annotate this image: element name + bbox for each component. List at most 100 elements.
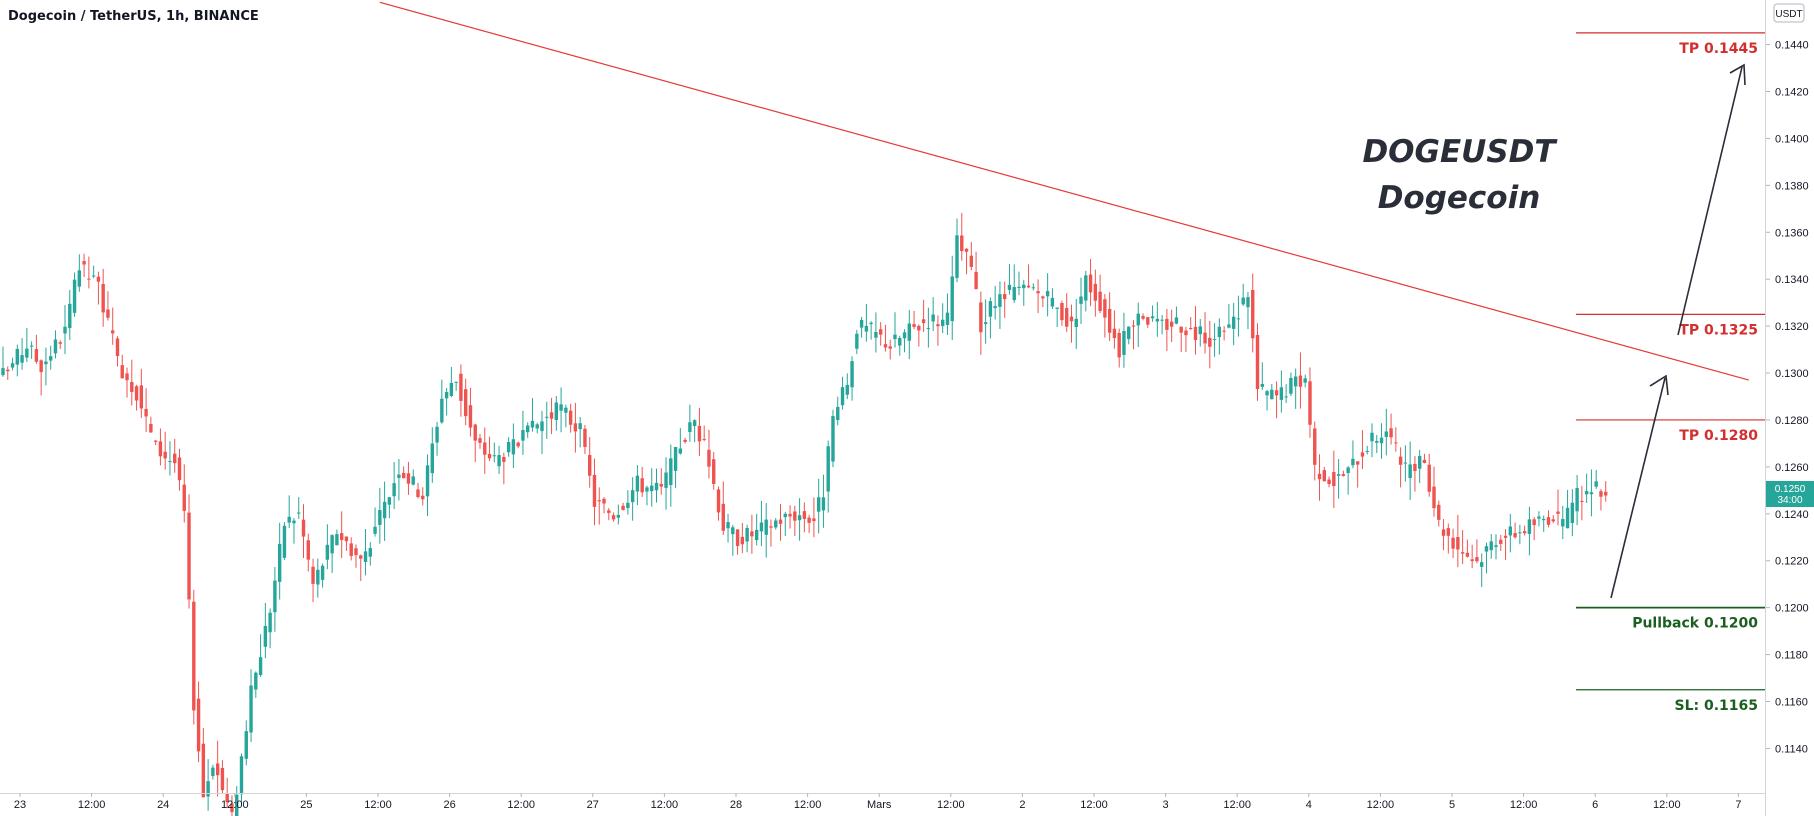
candle-body bbox=[797, 515, 802, 521]
candle bbox=[44, 347, 48, 386]
level-3[interactable]: Pullback 0.1200 bbox=[1576, 606, 1765, 632]
candle bbox=[211, 764, 215, 780]
level-2[interactable]: TP 0.1280 bbox=[1576, 419, 1765, 444]
arrow-up-to-tp1-head bbox=[1649, 374, 1669, 396]
candle-body bbox=[793, 511, 797, 521]
price-axis[interactable]: USDT 0.1440 0.1420 0.1400 0.1380 0.1360 0.134… bbox=[1765, 0, 1814, 816]
candle-body bbox=[1403, 462, 1408, 464]
candle bbox=[993, 285, 997, 320]
candle-body bbox=[1584, 491, 1589, 495]
candle-body bbox=[888, 346, 892, 349]
candle bbox=[478, 433, 482, 449]
candle-body bbox=[945, 312, 950, 325]
candle bbox=[1265, 389, 1269, 411]
candle-body bbox=[1179, 326, 1183, 333]
candle-body bbox=[29, 345, 34, 347]
candle bbox=[831, 409, 835, 468]
candle-body bbox=[149, 423, 153, 433]
candle bbox=[49, 345, 53, 370]
candle-body bbox=[254, 672, 258, 690]
candle-body bbox=[1460, 552, 1465, 554]
candle-body bbox=[836, 406, 840, 421]
candle-body bbox=[1332, 472, 1336, 487]
candle bbox=[1193, 306, 1198, 355]
candle bbox=[1103, 294, 1107, 338]
currency-unit-box[interactable]: USDT bbox=[1773, 3, 1805, 23]
candle bbox=[1408, 441, 1412, 501]
candle-body bbox=[263, 626, 268, 647]
candle bbox=[1422, 453, 1427, 464]
candle bbox=[120, 354, 124, 379]
candle bbox=[63, 305, 67, 355]
currency-unit: USDT bbox=[1775, 9, 1802, 20]
candle-body bbox=[1317, 473, 1322, 480]
candle-body bbox=[211, 767, 215, 776]
candle bbox=[511, 423, 516, 469]
candle-body bbox=[983, 322, 988, 325]
candle-body bbox=[273, 580, 277, 613]
candle bbox=[1480, 553, 1484, 587]
candle-body bbox=[268, 612, 272, 633]
candle-body bbox=[1456, 536, 1460, 550]
candle-body bbox=[917, 325, 921, 331]
candle-body bbox=[220, 767, 225, 791]
candle-body bbox=[168, 461, 172, 463]
candle-body bbox=[1198, 326, 1202, 335]
y-tick-label: 0.1260 bbox=[1775, 462, 1809, 474]
y-tick-label: 0.1240 bbox=[1775, 509, 1809, 521]
level-1[interactable]: TP 0.1325 bbox=[1576, 313, 1765, 338]
candle bbox=[1389, 413, 1393, 445]
candle-body bbox=[750, 531, 754, 537]
candle bbox=[401, 466, 406, 479]
candle-body bbox=[316, 569, 320, 585]
candle-body bbox=[1379, 437, 1384, 444]
x-tick-label: 12:00 bbox=[1653, 799, 1681, 811]
candle bbox=[77, 254, 82, 292]
candle bbox=[1050, 288, 1055, 309]
candle bbox=[1279, 370, 1284, 413]
candle-body bbox=[578, 423, 582, 430]
candle bbox=[611, 512, 616, 522]
candle bbox=[1155, 302, 1160, 337]
candle-body bbox=[1041, 296, 1045, 299]
candle bbox=[945, 293, 950, 335]
candle-body bbox=[1355, 461, 1360, 465]
y-tick-label: 0.1340 bbox=[1775, 274, 1809, 286]
candle-body bbox=[1518, 532, 1522, 534]
candle-body bbox=[1336, 474, 1341, 476]
candle-body bbox=[1537, 516, 1541, 519]
candle-body bbox=[96, 276, 101, 282]
y-tick-label: 0.1200 bbox=[1775, 603, 1809, 615]
candle bbox=[239, 753, 244, 805]
candle-body bbox=[554, 402, 559, 421]
candle bbox=[463, 378, 468, 426]
candle-body bbox=[1289, 377, 1293, 394]
candle bbox=[1184, 326, 1188, 353]
x-tick-label: 6 bbox=[1592, 799, 1598, 811]
candle bbox=[726, 513, 730, 543]
candle bbox=[1222, 326, 1226, 341]
candle-body bbox=[1, 368, 5, 376]
candle bbox=[96, 271, 101, 305]
candle-body bbox=[1437, 504, 1441, 520]
candle-body bbox=[1570, 502, 1575, 524]
candle bbox=[1379, 423, 1384, 459]
candle-body bbox=[1274, 390, 1279, 396]
candle bbox=[1274, 381, 1279, 419]
candle bbox=[673, 446, 678, 489]
candle bbox=[220, 760, 225, 794]
candle-body bbox=[1031, 287, 1036, 289]
time-axis[interactable]: 23 12:00 24 12:00 25 12:00 26 12:00 27 12:00 28 12:… bbox=[0, 793, 1766, 811]
candle-body bbox=[454, 381, 458, 383]
candle bbox=[1355, 461, 1360, 488]
bar-countdown: 34:00 bbox=[1777, 495, 1802, 506]
level-4[interactable]: SL: 0.1165 bbox=[1576, 689, 1765, 714]
candle bbox=[187, 494, 191, 609]
candle-body bbox=[940, 319, 945, 327]
candle-body bbox=[1503, 535, 1508, 538]
level-0[interactable]: TP 0.1445 bbox=[1576, 32, 1765, 57]
candle bbox=[1107, 292, 1112, 342]
candle-body bbox=[1351, 458, 1355, 466]
candle-body bbox=[430, 443, 434, 474]
